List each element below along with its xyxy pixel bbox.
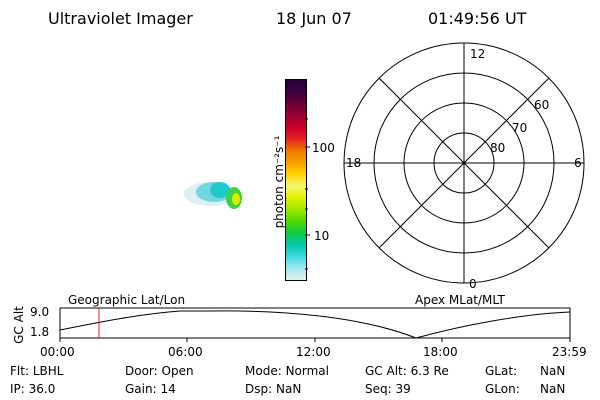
emission-yellow-core <box>232 193 240 205</box>
altitude-curve <box>59 310 571 339</box>
timeline-ylabel: GC Alt <box>12 306 26 344</box>
gain-label: Gain: <box>125 382 157 396</box>
ip-value: 36.0 <box>28 382 56 396</box>
dsp-value: NaN <box>275 382 302 396</box>
ip-info: IP: 36.0 <box>10 382 55 396</box>
observation-date: 18 Jun 07 <box>276 9 352 28</box>
timeline-frame <box>59 307 571 339</box>
mlt-label-12: 12 <box>470 47 485 61</box>
polar-plot: 12 18 6 0 60 70 80 <box>343 42 585 291</box>
dsp-info: Dsp: NaN <box>245 382 301 396</box>
door-info: Door: Open <box>125 364 194 378</box>
filter-value: LBHL <box>32 364 64 378</box>
colorbar-label: photon cm⁻²s⁻¹ <box>272 135 286 229</box>
gc-alt-label: GC Alt: <box>365 364 407 378</box>
colorbar <box>285 79 307 281</box>
xtick-1800: 18:00 <box>423 345 458 359</box>
glon-label: GLon: <box>485 382 520 396</box>
lat-label-60: 60 <box>534 98 549 112</box>
mode-value: Normal <box>285 364 329 378</box>
apex-label: Apex MLat/MLT <box>415 293 505 307</box>
xtick-0600: 06:00 <box>168 345 203 359</box>
gc-alt-info: GC Alt: 6.3 Re <box>365 364 449 378</box>
colorbar-tick-100: 100 <box>312 141 335 155</box>
colorbar-tick-10: 10 <box>314 229 330 243</box>
ytick-9: 9.0 <box>30 305 50 319</box>
ytick-1-8: 1.8 <box>30 325 50 339</box>
mlt-label-6: 6 <box>574 156 582 170</box>
lat-label-70: 70 <box>512 121 527 135</box>
filter-info: Flt: LBHL <box>10 364 63 378</box>
lat-label-80: 80 <box>490 141 505 155</box>
mode-info: Mode: Normal <box>245 364 329 378</box>
filter-label: Flt: <box>10 364 29 378</box>
door-value: Open <box>161 364 194 378</box>
glon-value: NaN <box>540 382 566 396</box>
glat-value: NaN <box>540 364 566 378</box>
colorbar-ticks <box>305 118 310 270</box>
door-label: Door: <box>125 364 158 378</box>
altitude-timeline <box>59 307 571 342</box>
instrument-title: Ultraviolet Imager <box>48 9 193 28</box>
colorbar-gradient <box>286 80 306 280</box>
dsp-label: Dsp: <box>245 382 273 396</box>
seq-info: Seq: 39 <box>365 382 411 396</box>
ip-label: IP: <box>10 382 25 396</box>
xtick-2359: 23:59 <box>552 345 587 359</box>
gc-alt-value: 6.3 Re <box>410 364 449 378</box>
xtick-1200: 12:00 <box>296 345 331 359</box>
mlt-label-18: 18 <box>346 156 361 170</box>
seq-label: Seq: <box>365 382 392 396</box>
geographic-label: Geographic Lat/Lon <box>68 293 186 307</box>
mlt-label-0: 0 <box>469 277 477 291</box>
gain-info: Gain: 14 <box>125 382 176 396</box>
gain-value: 14 <box>160 382 176 396</box>
glat-label: GLat: <box>485 364 518 378</box>
mode-label: Mode: <box>245 364 282 378</box>
xtick-0000: 00:00 <box>40 345 75 359</box>
polar-diagonal-2 <box>378 77 550 249</box>
observation-time: 01:49:56 UT <box>428 9 527 28</box>
emission-cyan-core <box>210 182 230 198</box>
uv-image <box>184 182 242 209</box>
seq-value: 39 <box>395 382 411 396</box>
